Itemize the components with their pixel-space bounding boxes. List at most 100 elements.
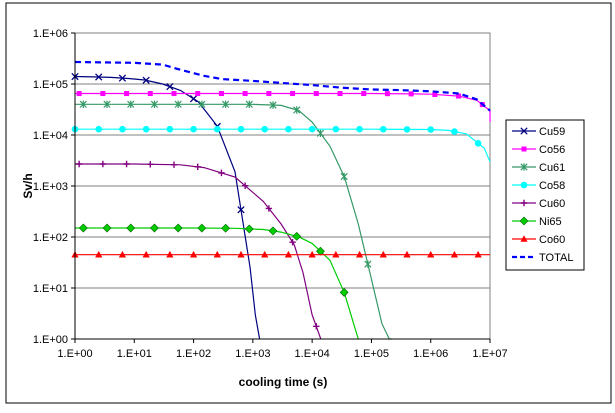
tick-label-x: 1.E+03	[235, 348, 270, 360]
series-line-total	[74, 60, 491, 112]
data-point	[100, 91, 106, 97]
series-ni65	[75, 223, 359, 340]
data-point	[337, 91, 343, 97]
data-point	[103, 100, 111, 108]
data-point	[474, 250, 482, 258]
data-point	[170, 161, 178, 168]
data-point	[150, 223, 159, 233]
data-point	[95, 250, 103, 258]
data-point	[408, 91, 414, 97]
tick-label-x: 1.E+06	[413, 348, 448, 360]
data-point	[261, 125, 269, 133]
tick-label-y: 1.E+00	[33, 334, 68, 346]
data-point	[244, 224, 254, 234]
series-cu60	[75, 160, 322, 340]
series-line-cu60	[75, 163, 322, 340]
data-point	[269, 101, 277, 109]
legend-entry-co56: Co56	[512, 144, 565, 156]
data-point	[126, 223, 136, 233]
legend: Cu59 Co56 Cu61 Co58 Cu60 Ni65 Co60 TOTAL	[512, 126, 573, 264]
series-layer	[71, 60, 491, 340]
data-point	[197, 223, 207, 233]
tick-label-y: 1.E+02	[33, 232, 68, 244]
data-point	[213, 125, 221, 133]
tick-label-y: 1.E+01	[33, 283, 68, 295]
data-point	[289, 238, 296, 246]
data-point	[237, 206, 245, 214]
data-point	[99, 160, 107, 168]
data-point	[356, 125, 363, 133]
data-point	[147, 161, 154, 168]
x-axis-title: cooling time (s)	[239, 375, 328, 389]
legend-marker	[520, 235, 528, 242]
data-point	[166, 125, 174, 133]
legend-label: Co60	[539, 234, 565, 246]
data-point	[293, 106, 301, 114]
data-point	[266, 91, 272, 97]
legend-entry-ni65: Ni65	[512, 216, 562, 228]
data-point	[339, 287, 349, 297]
data-point	[218, 91, 224, 97]
tick-label-x: 1.E+04	[295, 348, 330, 360]
data-point	[142, 250, 150, 258]
legend-marker	[520, 181, 528, 189]
data-point	[313, 91, 319, 97]
series-line-ni65	[75, 227, 359, 340]
data-point	[166, 250, 174, 258]
data-point	[313, 323, 320, 330]
data-point	[261, 250, 269, 258]
series-line-cu61	[75, 103, 392, 340]
data-point	[308, 125, 316, 133]
legend-entry-co58: Co58	[512, 180, 565, 192]
data-point	[166, 82, 174, 91]
data-point	[427, 126, 435, 133]
series-line-co56	[75, 92, 491, 122]
data-point	[427, 250, 435, 258]
data-point	[474, 140, 482, 147]
legend-entry-cu60: Cu60	[512, 198, 565, 210]
series-co58	[71, 125, 491, 162]
legend-entry-co60: Co60	[512, 234, 565, 246]
data-point	[432, 92, 438, 98]
data-point	[379, 125, 387, 133]
data-point	[79, 100, 87, 108]
data-point	[142, 76, 150, 84]
data-point	[190, 125, 197, 133]
tick-label-x: 1.E+07	[472, 348, 507, 360]
tick-label-x: 1.E+01	[117, 348, 152, 360]
data-point	[218, 169, 225, 177]
tick-label-y: 1.E+06	[33, 28, 68, 40]
data-point	[124, 91, 130, 97]
data-point	[308, 250, 316, 258]
data-point	[379, 250, 387, 258]
legend-label: Cu60	[539, 198, 565, 210]
data-point	[456, 93, 462, 99]
legend-box	[505, 119, 585, 271]
data-point	[174, 100, 182, 108]
data-point	[189, 95, 198, 103]
data-point	[403, 126, 411, 133]
data-point	[292, 231, 302, 241]
legend-marker	[520, 163, 528, 171]
legend-label: TOTAL	[539, 252, 573, 264]
data-point	[118, 74, 127, 82]
legend-marker	[521, 146, 527, 152]
data-point	[75, 160, 83, 168]
series-co60	[71, 250, 490, 258]
legend-label: Cu61	[539, 162, 565, 174]
legend-marker	[519, 216, 529, 226]
data-point	[173, 223, 183, 233]
y-axis-title: Sv/h	[21, 173, 35, 198]
data-point	[221, 223, 231, 233]
data-point	[242, 91, 248, 97]
data-point	[332, 250, 340, 258]
data-point	[355, 250, 364, 258]
legend-label: Co58	[539, 180, 565, 192]
legend-entry-total: TOTAL	[512, 252, 573, 264]
grid-lines	[75, 83, 490, 289]
data-point	[245, 100, 253, 108]
series-cu61	[75, 100, 392, 340]
data-point	[213, 250, 221, 258]
tick-label-x: 1.E+05	[354, 348, 389, 360]
